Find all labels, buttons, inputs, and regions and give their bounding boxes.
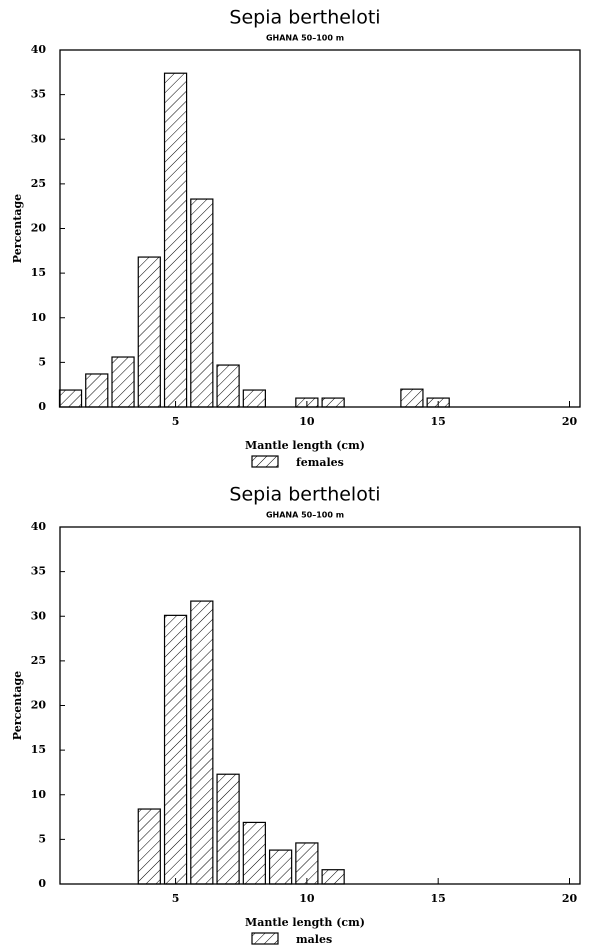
x-tick-label: 20 bbox=[562, 415, 578, 428]
y-axis-label: Percentage bbox=[11, 671, 24, 740]
y-tick-label: 20 bbox=[31, 699, 47, 712]
y-axis-label: Percentage bbox=[11, 194, 24, 263]
x-tick-label: 15 bbox=[431, 892, 446, 905]
y-tick-label: 5 bbox=[38, 355, 46, 368]
bar bbox=[163, 614, 188, 885]
bar bbox=[242, 389, 266, 408]
y-tick-label: 0 bbox=[38, 877, 46, 890]
bar bbox=[268, 849, 293, 885]
y-tick-label: 35 bbox=[31, 88, 46, 101]
x-tick-label: 10 bbox=[299, 892, 315, 905]
y-tick-label: 25 bbox=[31, 654, 46, 667]
y-tick-label: 0 bbox=[38, 400, 46, 413]
bar bbox=[426, 397, 450, 408]
legend-label: females bbox=[296, 456, 344, 469]
x-tick-label: 5 bbox=[172, 415, 180, 428]
chart-subtitle: GHANA 50–100 m bbox=[266, 34, 344, 43]
y-tick-label: 40 bbox=[31, 43, 47, 56]
bar bbox=[216, 773, 240, 885]
chart-subtitle: GHANA 50–100 m bbox=[266, 511, 344, 520]
x-tick-label: 10 bbox=[299, 415, 315, 428]
y-tick-label: 10 bbox=[31, 311, 47, 324]
bar bbox=[163, 72, 188, 408]
y-tick-label: 10 bbox=[31, 788, 47, 801]
chart-title: Sepia bertheloti bbox=[229, 484, 380, 506]
legend-swatch bbox=[251, 932, 279, 945]
bar bbox=[295, 842, 319, 885]
bar bbox=[216, 364, 240, 408]
y-tick-label: 25 bbox=[31, 177, 46, 190]
bar bbox=[58, 389, 83, 408]
y-tick-label: 15 bbox=[31, 266, 46, 279]
x-axis-label: Mantle length (cm) bbox=[245, 439, 365, 452]
chart-title: Sepia bertheloti bbox=[229, 7, 380, 29]
y-tick-label: 30 bbox=[31, 132, 47, 145]
y-tick-label: 30 bbox=[31, 609, 47, 622]
bar bbox=[295, 397, 319, 408]
bar bbox=[111, 356, 135, 408]
x-tick-label: 5 bbox=[172, 892, 180, 905]
y-tick-label: 20 bbox=[31, 222, 47, 235]
bar bbox=[190, 600, 214, 885]
y-tick-label: 15 bbox=[31, 743, 46, 756]
x-axis-label: Mantle length (cm) bbox=[245, 916, 365, 929]
x-tick-label: 15 bbox=[431, 415, 446, 428]
bar bbox=[321, 397, 345, 408]
y-tick-label: 5 bbox=[38, 832, 46, 845]
y-tick-label: 35 bbox=[31, 565, 46, 578]
y-tick-label: 40 bbox=[31, 520, 47, 533]
legend-swatch bbox=[251, 455, 279, 468]
x-tick-label: 20 bbox=[562, 892, 578, 905]
bar bbox=[242, 821, 266, 885]
bar bbox=[137, 808, 161, 885]
legend-label: males bbox=[296, 933, 332, 946]
bar bbox=[321, 869, 345, 885]
bar bbox=[190, 198, 214, 408]
bar bbox=[137, 256, 161, 408]
bar bbox=[85, 373, 109, 408]
bar bbox=[400, 388, 424, 408]
